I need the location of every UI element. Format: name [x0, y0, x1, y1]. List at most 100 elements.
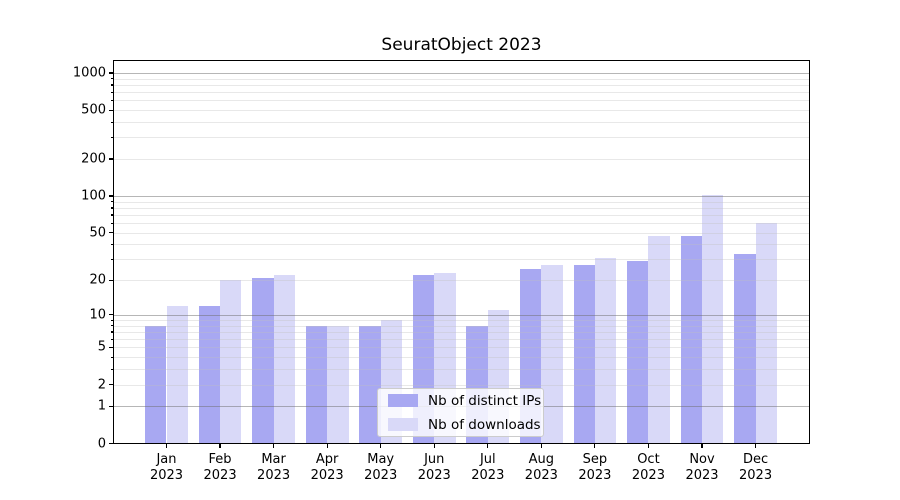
- x-tick-mark-jun: [433, 443, 435, 448]
- y-tick-label-50: 50: [89, 225, 106, 241]
- bar-distinct-ips-feb: [198, 305, 221, 444]
- y-tick-mark-500: [108, 109, 113, 111]
- bar-distinct-ips-apr: [305, 325, 328, 444]
- gridline-minor-8: [113, 325, 810, 327]
- gridline-minor-700: [113, 92, 810, 94]
- y-tick-minor-mark-90: [110, 201, 113, 203]
- gridline-minor-30: [113, 259, 810, 261]
- x-tick-label-jan: Jan 2023: [149, 452, 184, 483]
- gridline-major-100: [113, 196, 810, 197]
- y-tick-mark-100: [108, 195, 113, 197]
- y-tick-minor-mark-400: [110, 121, 113, 123]
- y-tick-minor-mark-40: [110, 243, 113, 246]
- bar-downloads-oct: [648, 235, 670, 444]
- y-tick-minor-mark-800: [110, 84, 113, 86]
- x-tick-label-aug: Aug 2023: [524, 452, 558, 483]
- legend-label-distinct-ips: Nb of distinct IPs: [428, 392, 542, 409]
- gridline-minor-60: [113, 223, 810, 225]
- y-tick-label-20: 20: [89, 272, 106, 288]
- gridline-major-10: [113, 314, 810, 316]
- y-tick-minor-mark-700: [110, 91, 113, 93]
- y-tick-mark-200: [108, 158, 113, 160]
- gridline-minor-3: [113, 369, 810, 371]
- x-tick-mark-oct: [647, 443, 650, 448]
- x-tick-mark-feb: [219, 443, 221, 448]
- y-tick-label-500: 500: [81, 102, 106, 118]
- y-tick-label-10: 10: [89, 307, 106, 323]
- y-tick-mark-10: [108, 314, 113, 316]
- y-tick-mark-2: [108, 383, 113, 386]
- x-tick-mark-apr: [326, 443, 328, 448]
- x-tick-mark-mar: [273, 443, 275, 448]
- y-tick-minor-mark-6: [110, 338, 113, 340]
- x-tick-label-dec: Dec 2023: [739, 452, 773, 483]
- x-tick-mark-may: [380, 443, 382, 448]
- bar-distinct-ips-nov: [680, 235, 702, 444]
- gridline-minor-7: [113, 331, 810, 333]
- legend-swatch-downloads: [388, 418, 418, 431]
- bar-downloads-feb: [220, 280, 242, 444]
- x-tick-mark-nov: [701, 443, 703, 448]
- gridline-minor-800: [113, 84, 810, 86]
- grid-layer: [113, 60, 810, 444]
- y-tick-mark-20: [108, 279, 113, 281]
- legend: Nb of distinct IPs Nb of downloads: [377, 388, 544, 437]
- y-tick-label-2: 2: [97, 377, 106, 393]
- gridline-minor-300: [113, 137, 810, 139]
- gridline-minor-6: [113, 339, 810, 341]
- gridline-minor-500: [113, 110, 810, 112]
- legend-item-distinct-ips: Nb of distinct IPs: [388, 393, 541, 409]
- y-tick-minor-mark-300: [110, 136, 113, 139]
- gridline-minor-40: [113, 244, 810, 246]
- y-tick-mark-1000: [108, 72, 113, 74]
- bar-distinct-ips-jan: [145, 325, 167, 444]
- x-tick-label-oct: Oct 2023: [631, 452, 665, 483]
- gridline-minor-80: [113, 207, 810, 209]
- y-tick-minor-mark-4: [110, 356, 113, 358]
- y-tick-minor-mark-3: [110, 368, 113, 370]
- x-tick-label-apr: Apr 2023: [310, 452, 344, 483]
- y-tick-minor-mark-9: [110, 319, 113, 321]
- bar-distinct-ips-mar: [252, 277, 274, 444]
- x-tick-label-nov: Nov 2023: [685, 452, 719, 483]
- gridline-minor-50: [113, 232, 810, 234]
- gridline-minor-900: [113, 78, 810, 80]
- legend-label-downloads: Nb of downloads: [428, 416, 541, 433]
- x-tick-label-feb: Feb 2023: [203, 452, 237, 483]
- x-tick-label-sep: Sep 2023: [578, 452, 612, 483]
- gridline-minor-200: [113, 159, 810, 161]
- bar-distinct-ips-may: [359, 325, 381, 444]
- gridline-minor-20: [113, 280, 810, 282]
- y-tick-minor-mark-70: [110, 214, 113, 216]
- y-tick-minor-mark-80: [110, 207, 113, 209]
- y-tick-label-1000: 1000: [72, 65, 106, 81]
- bar-downloads-apr: [327, 325, 349, 444]
- y-tick-mark-1: [108, 405, 113, 407]
- bar-distinct-ips-dec: [734, 254, 756, 444]
- gridline-minor-600: [113, 100, 810, 102]
- y-tick-minor-mark-600: [110, 99, 113, 102]
- legend-swatch-distinct-ips: [388, 394, 418, 407]
- y-tick-minor-mark-900: [110, 78, 113, 80]
- bar-downloads-nov: [702, 195, 724, 444]
- y-tick-label-200: 200: [81, 151, 106, 167]
- bar-downloads-dec: [755, 223, 777, 444]
- y-tick-mark-0: [108, 442, 113, 445]
- bar-distinct-ips-sep: [573, 264, 595, 444]
- y-tick-minor-mark-7: [110, 331, 113, 333]
- x-tick-mark-dec: [754, 443, 757, 448]
- x-tick-mark-jan: [165, 443, 168, 448]
- gridline-minor-90: [113, 201, 810, 203]
- gridline-minor-400: [113, 122, 810, 124]
- y-tick-minor-mark-8: [110, 325, 113, 327]
- x-tick-label-mar: Mar 2023: [257, 452, 291, 483]
- x-tick-label-jul: Jul 2023: [471, 452, 505, 483]
- bar-downloads-sep: [594, 257, 617, 444]
- plot-area: Nb of distinct IPs Nb of downloads: [113, 60, 810, 444]
- gridline-minor-9: [113, 320, 810, 322]
- y-tick-label-5: 5: [97, 339, 106, 355]
- x-tick-mark-jul: [487, 443, 489, 448]
- x-tick-mark-aug: [540, 443, 542, 448]
- gridline-minor-4: [113, 357, 810, 359]
